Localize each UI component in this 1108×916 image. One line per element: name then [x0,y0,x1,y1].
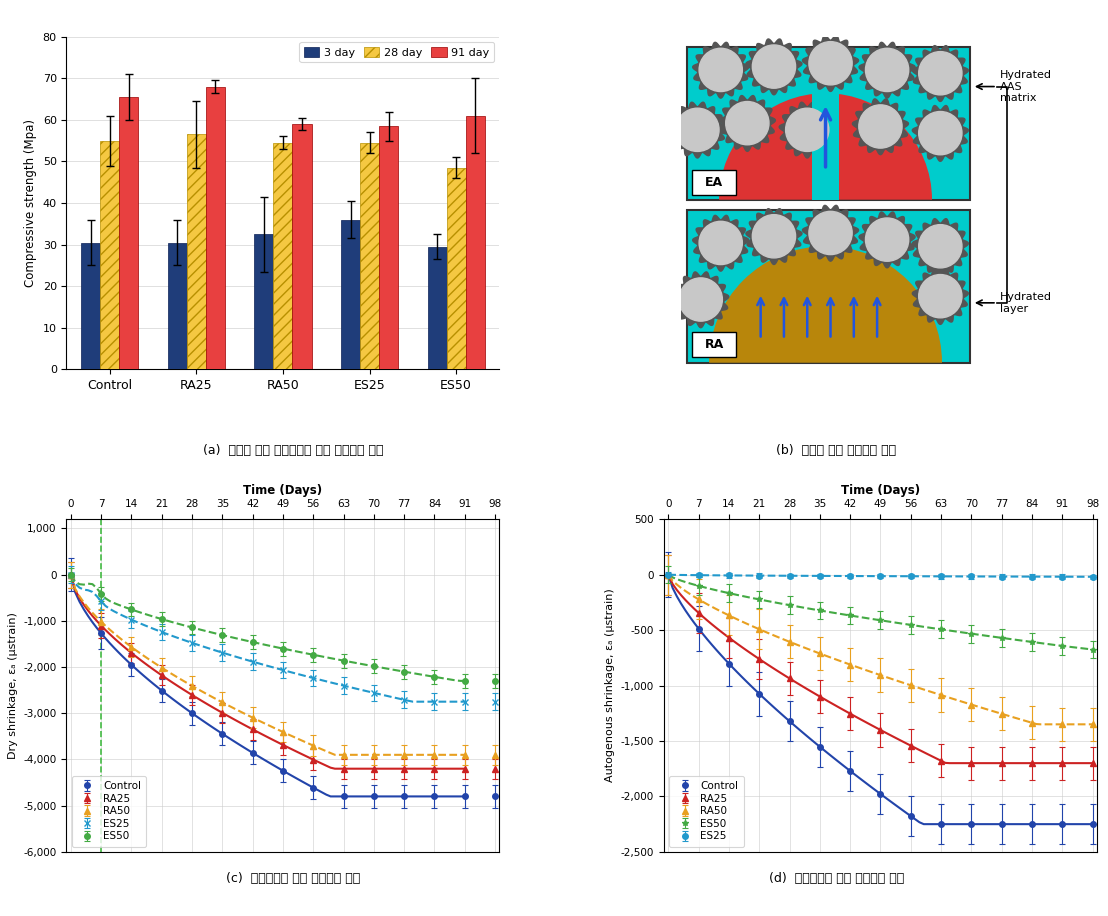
Bar [341,220,360,369]
Text: Hydrated
layer: Hydrated layer [1001,292,1053,313]
Y-axis label: Autogenous shrinkage, εₐ (μstrain): Autogenous shrinkage, εₐ (μstrain) [605,589,615,782]
Polygon shape [859,212,915,267]
X-axis label: Time (Days): Time (Days) [244,484,322,496]
Circle shape [699,222,742,265]
Polygon shape [912,268,968,324]
Circle shape [752,214,796,258]
Circle shape [865,49,909,92]
Bar [687,210,971,363]
Bar [360,143,379,369]
Bar [206,86,225,369]
Polygon shape [746,39,802,94]
Circle shape [919,51,962,95]
Polygon shape [673,272,729,328]
Polygon shape [802,36,859,92]
Polygon shape [912,46,968,102]
Polygon shape [779,103,835,158]
Bar [692,332,736,356]
Bar [187,135,206,369]
Y-axis label: Dry shrinkage, εₐ (μstrain): Dry shrinkage, εₐ (μstrain) [8,612,18,759]
Circle shape [919,112,962,155]
X-axis label: Time (Days): Time (Days) [841,484,920,496]
Circle shape [859,104,902,148]
Circle shape [699,49,742,92]
Text: (a)  부산물 활용 내부양생에 의한 압축강도 변화: (a) 부산물 활용 내부양생에 의한 압축강도 변화 [204,444,383,457]
Legend: 3 day, 28 day, 91 day: 3 day, 28 day, 91 day [299,42,494,62]
Bar [687,47,971,200]
Bar [81,243,100,369]
Circle shape [726,102,769,145]
Polygon shape [669,103,726,158]
Circle shape [809,41,852,85]
Text: EA: EA [705,176,724,189]
Wedge shape [709,246,942,363]
Bar [120,97,138,369]
Text: (d)  내부양생에 의한 자기수축 감소: (d) 내부양생에 의한 자기수축 감소 [769,872,904,885]
Polygon shape [912,105,968,161]
Circle shape [752,45,796,88]
Legend: Control, RA25, RA50, ES50, ES25: Control, RA25, RA50, ES50, ES25 [669,776,743,846]
Bar [465,115,484,369]
Polygon shape [912,219,968,275]
Text: Hydrated
AAS
matrix: Hydrated AAS matrix [1001,70,1053,104]
Circle shape [809,212,852,255]
Polygon shape [746,209,802,265]
Bar [428,246,447,369]
Circle shape [676,108,719,151]
Bar [100,141,120,369]
Text: RA: RA [705,338,724,351]
Bar [447,168,465,369]
Bar [692,169,736,195]
Polygon shape [852,99,909,155]
Polygon shape [692,215,749,271]
Bar [167,243,187,369]
Bar [812,93,839,200]
Legend: Control, RA25, RA50, ES25, ES50: Control, RA25, RA50, ES25, ES50 [72,776,146,846]
Polygon shape [692,42,749,98]
Bar [255,234,274,369]
Circle shape [919,275,962,318]
Circle shape [919,224,962,267]
Text: (b)  부산물 골재 내부양생 개념: (b) 부산물 골재 내부양생 개념 [777,444,896,457]
Polygon shape [859,42,915,98]
Bar [379,126,398,369]
Polygon shape [802,205,859,261]
Circle shape [679,278,722,322]
Bar [293,124,311,369]
Wedge shape [719,93,932,200]
Y-axis label: Compressive strength (Mpa): Compressive strength (Mpa) [24,119,37,287]
Polygon shape [719,95,776,151]
Circle shape [865,218,909,261]
Bar [274,143,293,369]
Text: (c)  내부양생에 의한 건조수축 감소: (c) 내부양생에 의한 건조수축 감소 [226,872,361,885]
Circle shape [786,108,829,151]
